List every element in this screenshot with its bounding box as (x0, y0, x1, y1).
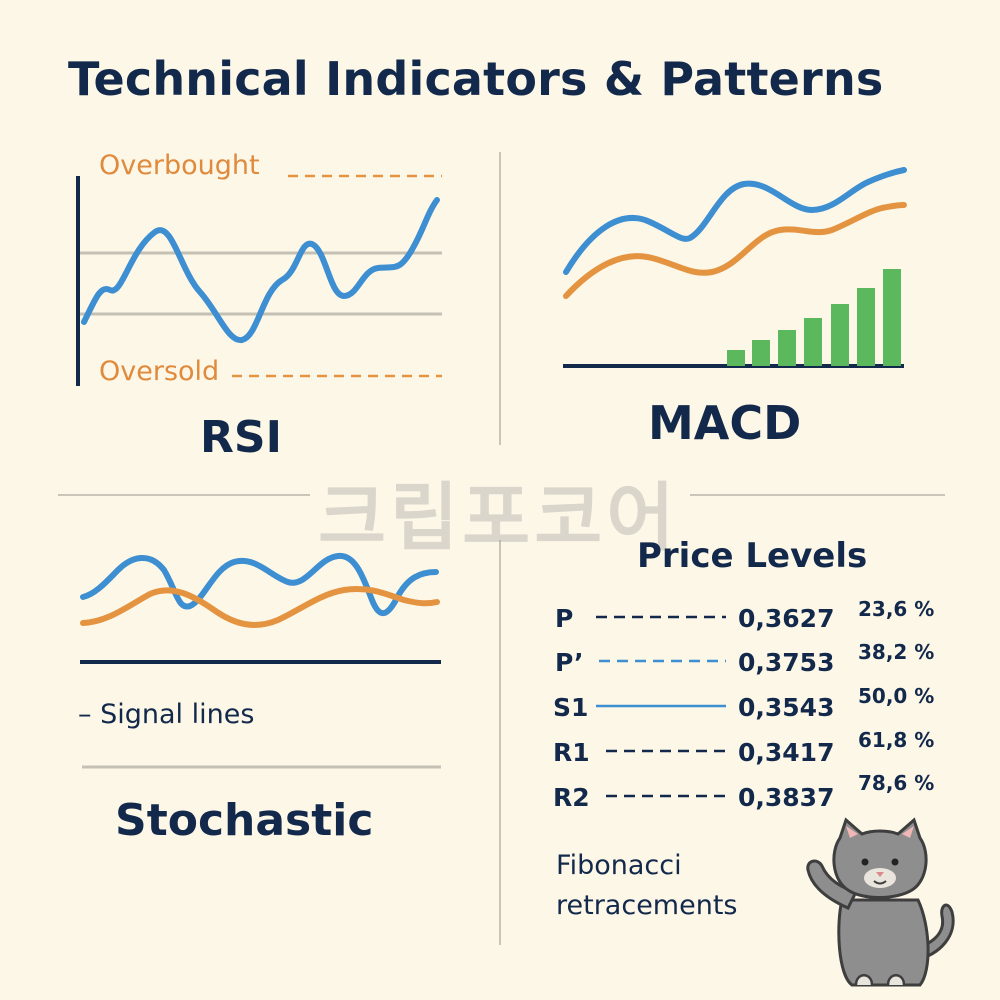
cat-raised-paw (806, 859, 859, 910)
stoch-d-line (80, 586, 440, 628)
stochastic-chart (80, 552, 441, 769)
fib-pct-2: 38,2 % (858, 640, 935, 664)
cat-right-ear-inner (902, 826, 914, 838)
stochastic-title: Stochastic (115, 795, 374, 846)
signal-lines-legend: – Signal lines (78, 699, 255, 730)
level-value-s1: 0,3543 (738, 693, 835, 722)
page-title: Technical Indicators & Patterns (68, 52, 884, 106)
stoch-k-line (80, 552, 439, 616)
signal-line (563, 202, 907, 299)
cat-mouth (873, 880, 887, 885)
level-label-p-prime: P’ (555, 648, 584, 677)
level-value-p-prime: 0,3753 (738, 648, 835, 677)
macd-chart (563, 167, 907, 368)
rsi-line (81, 197, 440, 343)
cat-left-ear-inner (846, 826, 858, 838)
fibonacci-caption-line1: Fibonacci (556, 850, 682, 881)
cat-nose (876, 872, 884, 877)
histogram-bar (727, 350, 745, 366)
level-label-r2: R2 (553, 783, 590, 812)
fibonacci-caption-line2: retracements (556, 890, 738, 921)
cat-head (832, 817, 928, 899)
cat-muzzle (864, 868, 896, 888)
fib-pct-5: 78,6 % (858, 771, 935, 795)
histogram-bar (778, 330, 796, 366)
histogram-bar (804, 318, 822, 366)
level-value-r1: 0,3417 (738, 738, 835, 767)
fib-pct-3: 50,0 % (858, 684, 935, 708)
cat-right-eye (891, 858, 899, 866)
histogram-bar (857, 288, 875, 366)
overbought-label: Overbought (99, 150, 260, 181)
price-levels-title: Price Levels (637, 536, 868, 576)
fib-pct-1: 23,6 % (858, 597, 935, 621)
histogram-bar (831, 304, 849, 366)
level-label-r1: R1 (553, 738, 590, 767)
fib-pct-4: 61,8 % (858, 728, 935, 752)
histogram-bar (752, 340, 770, 366)
rsi-chart (76, 174, 442, 386)
level-value-r2: 0,3837 (738, 783, 835, 812)
histogram-bar (883, 269, 901, 366)
cat-left-eye (861, 858, 869, 866)
cat-front-paws (854, 974, 906, 986)
cat-body (837, 898, 930, 987)
oversold-label: Oversold (99, 356, 220, 387)
macd-histogram (727, 269, 901, 366)
macd-title: MACD (648, 396, 802, 450)
watermark-text: 크립포코어 (318, 475, 679, 561)
macd-line (563, 167, 907, 275)
price-level-lines (596, 615, 726, 798)
fibonacci-caption: Fibonacci retracements (556, 846, 738, 926)
level-value-p: 0,3627 (738, 604, 835, 633)
level-label-p: P (555, 604, 574, 633)
cat-mascot-icon (806, 817, 955, 987)
rsi-title: RSI (200, 412, 282, 463)
level-label-s1: S1 (553, 693, 589, 722)
